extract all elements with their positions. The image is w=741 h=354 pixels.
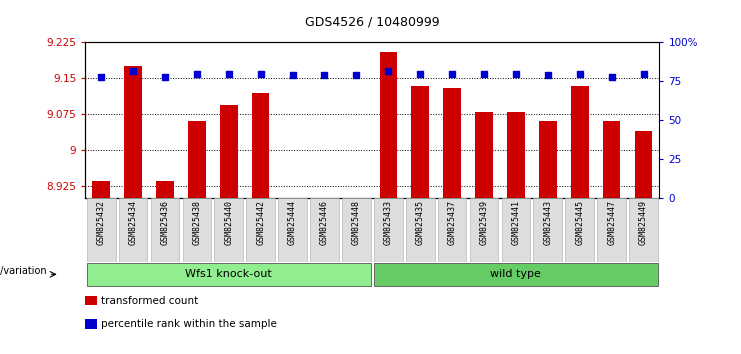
Text: GSM825447: GSM825447 xyxy=(607,200,616,245)
Text: GSM825438: GSM825438 xyxy=(193,200,202,245)
FancyBboxPatch shape xyxy=(150,198,179,262)
Point xyxy=(478,71,490,76)
FancyBboxPatch shape xyxy=(182,198,211,262)
FancyBboxPatch shape xyxy=(374,263,658,286)
Bar xyxy=(85,296,96,305)
Text: GDS4526 / 10480999: GDS4526 / 10480999 xyxy=(305,15,439,28)
Point xyxy=(382,68,394,73)
Text: transformed count: transformed count xyxy=(101,296,199,306)
Point xyxy=(446,71,458,76)
Bar xyxy=(284,198,302,202)
Point xyxy=(414,71,426,76)
FancyBboxPatch shape xyxy=(597,198,626,262)
Text: GSM825441: GSM825441 xyxy=(511,200,520,245)
Point xyxy=(287,72,299,78)
Bar xyxy=(220,105,238,198)
Bar xyxy=(93,182,110,198)
FancyBboxPatch shape xyxy=(502,198,531,262)
Bar xyxy=(124,67,142,198)
Bar xyxy=(156,182,173,198)
Text: GSM825437: GSM825437 xyxy=(448,200,456,245)
Text: GSM825444: GSM825444 xyxy=(288,200,297,245)
FancyBboxPatch shape xyxy=(534,198,562,262)
FancyBboxPatch shape xyxy=(438,198,467,262)
FancyBboxPatch shape xyxy=(214,198,243,262)
Point xyxy=(319,72,330,78)
Text: GSM825436: GSM825436 xyxy=(161,200,170,245)
Point xyxy=(542,72,554,78)
Text: genotype/variation: genotype/variation xyxy=(0,266,47,276)
Text: GSM825440: GSM825440 xyxy=(225,200,233,245)
FancyBboxPatch shape xyxy=(87,263,370,286)
Text: GSM825445: GSM825445 xyxy=(575,200,584,245)
Bar xyxy=(443,88,461,198)
Text: GSM825443: GSM825443 xyxy=(543,200,552,245)
Bar xyxy=(603,121,620,198)
Text: GSM825435: GSM825435 xyxy=(416,200,425,245)
Bar xyxy=(507,112,525,198)
FancyBboxPatch shape xyxy=(629,198,658,262)
Bar xyxy=(539,121,556,198)
Text: GSM825449: GSM825449 xyxy=(639,200,648,245)
Bar xyxy=(379,52,397,198)
Text: wild type: wild type xyxy=(491,269,542,279)
Text: GSM825439: GSM825439 xyxy=(479,200,488,245)
Text: GSM825448: GSM825448 xyxy=(352,200,361,245)
Bar xyxy=(411,86,429,198)
Point xyxy=(255,71,267,76)
Text: Wfs1 knock-out: Wfs1 knock-out xyxy=(185,269,272,279)
Point xyxy=(223,71,235,76)
FancyBboxPatch shape xyxy=(119,198,147,262)
Text: GSM825433: GSM825433 xyxy=(384,200,393,245)
FancyBboxPatch shape xyxy=(374,198,402,262)
Bar xyxy=(571,86,588,198)
Text: GSM825442: GSM825442 xyxy=(256,200,265,245)
FancyBboxPatch shape xyxy=(406,198,434,262)
Bar xyxy=(475,112,493,198)
FancyBboxPatch shape xyxy=(87,198,116,262)
Bar xyxy=(85,319,96,329)
Text: GSM825432: GSM825432 xyxy=(96,200,106,245)
Text: GSM825434: GSM825434 xyxy=(129,200,138,245)
Point xyxy=(127,68,139,73)
Point xyxy=(350,72,362,78)
Bar xyxy=(635,131,652,198)
Point xyxy=(637,71,649,76)
FancyBboxPatch shape xyxy=(278,198,307,262)
Point xyxy=(510,71,522,76)
Text: GSM825446: GSM825446 xyxy=(320,200,329,245)
FancyBboxPatch shape xyxy=(342,198,370,262)
Bar xyxy=(188,121,206,198)
Point xyxy=(574,71,585,76)
Point xyxy=(605,74,617,80)
FancyBboxPatch shape xyxy=(310,198,339,262)
Text: percentile rank within the sample: percentile rank within the sample xyxy=(101,319,277,329)
Point xyxy=(159,74,171,80)
FancyBboxPatch shape xyxy=(470,198,499,262)
FancyBboxPatch shape xyxy=(246,198,275,262)
Point xyxy=(96,74,107,80)
Bar xyxy=(316,198,333,199)
Point xyxy=(191,71,203,76)
FancyBboxPatch shape xyxy=(565,198,594,262)
Bar xyxy=(252,93,270,198)
